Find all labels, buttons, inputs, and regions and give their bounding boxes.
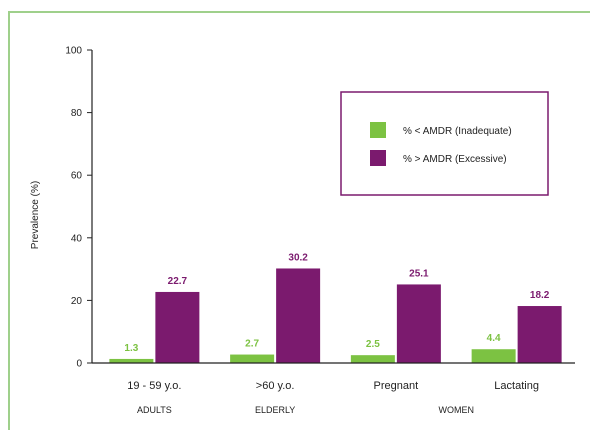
y-tick-label: 100 [65, 46, 82, 57]
group-label: ADULTS [137, 405, 172, 415]
legend-box [340, 91, 549, 196]
bar-inadequate [230, 354, 275, 363]
data-label: 4.4 [487, 333, 501, 344]
bars: 1.3 22.7 2.7 30.2 2.5 25.1 4.4 18.2 [109, 252, 562, 363]
y-tick-label: 80 [71, 108, 83, 119]
x-tick-label: Lactating [494, 380, 539, 392]
bar-excessive [155, 291, 200, 363]
legend: % < AMDR (Inadequate) % > AMDR (Excessive… [340, 91, 549, 196]
legend-swatch-inadequate [370, 122, 386, 138]
bar-excessive [517, 306, 562, 363]
x-axis: 19 - 59 y.o. >60 y.o. Pregnant Lactating ADU… [92, 362, 575, 415]
y-tick-label: 0 [76, 359, 82, 370]
group-label: ELDERLY [255, 405, 295, 415]
y-axis-label: Prevalence (%) [30, 181, 41, 249]
bar-excessive [276, 268, 321, 363]
legend-label: % < AMDR (Inadequate) [403, 126, 512, 137]
x-tick-label: 19 - 59 y.o. [127, 380, 181, 392]
data-label: 18.2 [530, 290, 550, 301]
y-tick-label: 40 [71, 233, 83, 244]
legend-label: % > AMDR (Excessive) [403, 154, 507, 165]
data-label: 30.2 [288, 252, 308, 263]
group-label: WOMEN [439, 405, 475, 415]
bar-inadequate [350, 355, 395, 363]
data-label: 1.3 [124, 343, 138, 354]
x-tick-label: >60 y.o. [256, 380, 295, 392]
bar-inadequate [109, 358, 154, 363]
y-tick-label: 60 [71, 171, 83, 182]
bar-inadequate [471, 349, 516, 363]
y-tick-label: 20 [71, 296, 83, 307]
data-label: 2.5 [366, 339, 380, 350]
bar-excessive [396, 284, 441, 363]
legend-swatch-excessive [370, 150, 386, 166]
data-label: 2.7 [245, 339, 259, 350]
data-label: 22.7 [168, 276, 188, 287]
x-tick-label: Pregnant [374, 380, 419, 392]
y-axis: 0 20 40 60 80 100 [65, 46, 93, 370]
data-label: 25.1 [409, 268, 429, 279]
